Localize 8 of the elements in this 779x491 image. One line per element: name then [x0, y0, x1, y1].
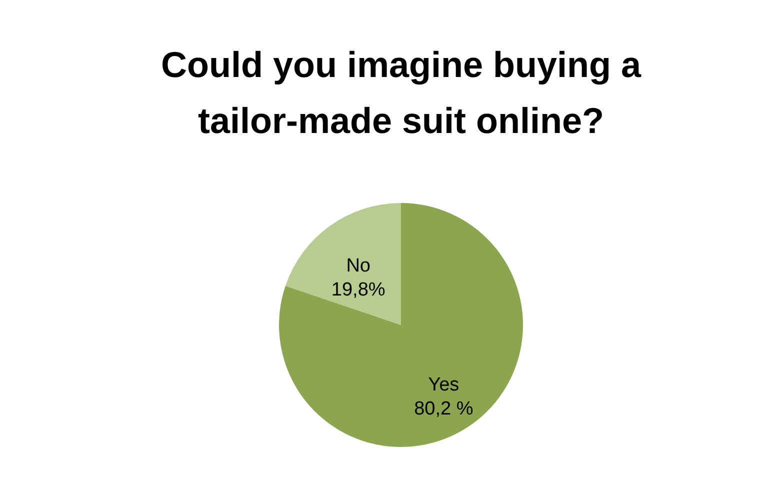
- text: tailor-made suit online?: [198, 100, 604, 141]
- text: Could you imagine buying a: [160, 44, 642, 85]
- pie-slice: [285, 203, 401, 325]
- data-label: 19,8%: [331, 280, 386, 301]
- slice-label: Yes: [428, 374, 460, 396]
- data-label: 80,2 %: [414, 398, 474, 420]
- slice-label: No: [346, 256, 370, 277]
- pie-slice: [279, 203, 523, 447]
